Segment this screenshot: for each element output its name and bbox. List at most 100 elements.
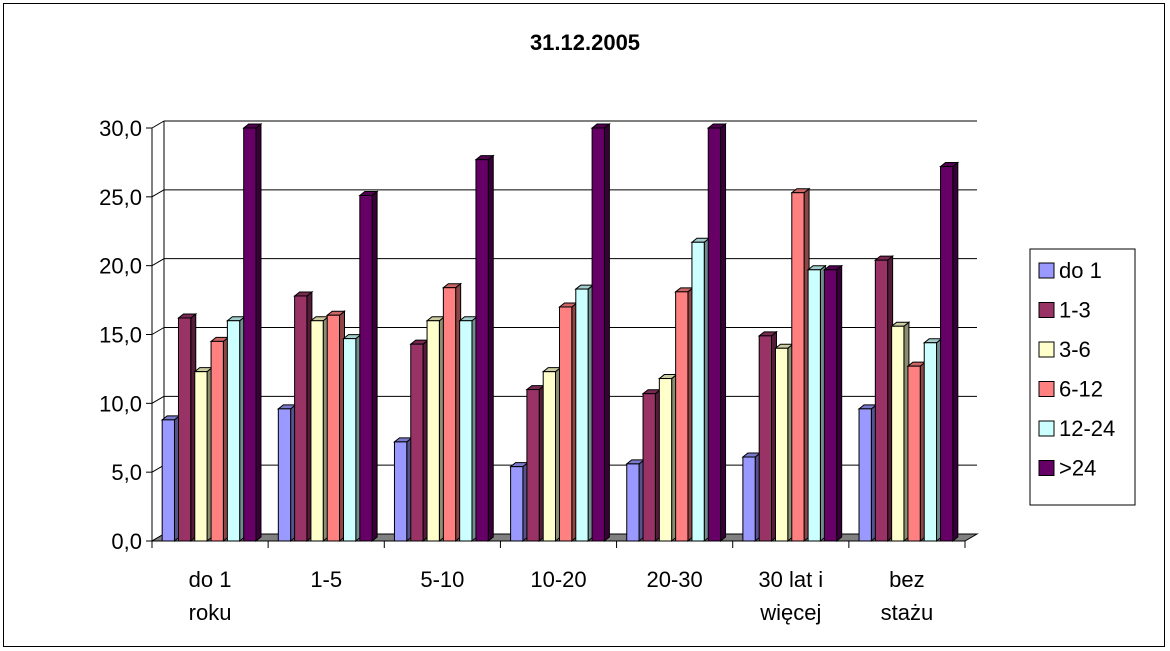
bar-6-12-3 bbox=[558, 301, 579, 543]
bar->24-1 bbox=[358, 190, 379, 543]
legend-label: 12-24 bbox=[1059, 416, 1115, 441]
bar bbox=[874, 259, 889, 542]
bar bbox=[707, 127, 722, 542]
bar bbox=[210, 340, 224, 542]
bar bbox=[510, 466, 524, 542]
bar bbox=[526, 389, 540, 542]
bar bbox=[923, 342, 938, 542]
legend-swatch bbox=[1038, 381, 1055, 397]
bar-1-3-0 bbox=[177, 312, 198, 543]
bar bbox=[475, 159, 489, 542]
bar-12-24-4 bbox=[690, 237, 711, 543]
legend-swatch bbox=[1038, 341, 1055, 358]
bar bbox=[459, 320, 473, 542]
bar->24-0 bbox=[242, 122, 263, 543]
bar bbox=[858, 408, 872, 542]
legend-label: 6-12 bbox=[1059, 377, 1103, 402]
bar bbox=[807, 269, 821, 542]
legend-swatch bbox=[1038, 302, 1055, 318]
bar-side bbox=[836, 264, 843, 543]
bar bbox=[177, 317, 192, 542]
bar bbox=[359, 194, 373, 542]
gridline-diagonal bbox=[151, 120, 165, 129]
bar-3-6-3 bbox=[541, 366, 562, 543]
bar-1-3-1 bbox=[293, 290, 314, 543]
bar-side bbox=[952, 161, 959, 543]
bar-side bbox=[371, 190, 378, 543]
bar bbox=[591, 127, 605, 542]
bar bbox=[642, 393, 656, 542]
x-tick-label: roku bbox=[189, 600, 232, 625]
x-tick-label: stażu bbox=[881, 600, 934, 625]
bar bbox=[791, 192, 805, 542]
gridline-diagonal bbox=[151, 327, 165, 335]
x-tick-label: więcej bbox=[759, 600, 821, 625]
bar-12-24-3 bbox=[574, 284, 595, 543]
y-tick-label: 15,0 bbox=[99, 323, 142, 348]
bar-1-3-5 bbox=[757, 330, 778, 543]
bar-3-6-1 bbox=[309, 315, 330, 543]
y-tick-label: 5,0 bbox=[111, 460, 142, 485]
y-tick-label: 10,0 bbox=[99, 391, 142, 416]
bar-side bbox=[603, 122, 610, 543]
bar bbox=[410, 343, 424, 542]
bar-1-3-6 bbox=[873, 255, 895, 543]
bar-do 1-3 bbox=[509, 461, 530, 543]
bar bbox=[626, 463, 640, 542]
bar bbox=[243, 127, 257, 542]
bar bbox=[442, 287, 457, 542]
bar bbox=[226, 320, 241, 542]
bar bbox=[774, 347, 789, 542]
x-tick-label: 20-30 bbox=[647, 567, 703, 592]
bar-do 1-5 bbox=[741, 451, 762, 543]
bar-6-12-5 bbox=[790, 187, 811, 543]
bar-3-6-6 bbox=[890, 321, 911, 543]
bar-3-6-2 bbox=[425, 315, 446, 543]
bar->24-6 bbox=[939, 161, 960, 543]
y-tick-label: 25,0 bbox=[99, 185, 142, 210]
bar-6-12-6 bbox=[906, 361, 927, 543]
bar bbox=[310, 320, 324, 542]
bar bbox=[658, 378, 673, 542]
bar bbox=[294, 295, 308, 542]
bar-1-3-4 bbox=[641, 388, 662, 543]
bar-3-6-5 bbox=[774, 343, 795, 543]
bar->24-4 bbox=[706, 122, 727, 543]
bar bbox=[326, 314, 341, 542]
bar bbox=[907, 365, 921, 542]
bar bbox=[542, 371, 557, 542]
legend-label: >24 bbox=[1059, 456, 1096, 481]
x-tick-label: do 1 bbox=[189, 567, 232, 592]
y-tick-label: 0,0 bbox=[111, 529, 142, 554]
bar-12-24-1 bbox=[342, 333, 363, 543]
bar-3-6-4 bbox=[657, 373, 679, 543]
bar-6-12-2 bbox=[441, 282, 463, 543]
bar-1-3-2 bbox=[409, 339, 430, 543]
bar bbox=[823, 269, 838, 542]
chart-title: 31.12.2005 bbox=[530, 30, 640, 55]
legend-label: 1-3 bbox=[1059, 298, 1091, 323]
bar-side bbox=[720, 122, 727, 543]
legend-swatch bbox=[1038, 262, 1055, 279]
gridline-diagonal bbox=[151, 258, 165, 267]
bar bbox=[758, 335, 772, 542]
x-tick-label: bez bbox=[889, 567, 924, 592]
legend-swatch bbox=[1038, 420, 1055, 437]
bar->24-3 bbox=[590, 122, 611, 543]
bar-do 1-1 bbox=[276, 403, 298, 543]
bar-6-12-0 bbox=[209, 336, 230, 543]
y-tick-label: 20,0 bbox=[99, 254, 142, 279]
x-tick-label: 10-20 bbox=[530, 567, 586, 592]
bar->24-2 bbox=[474, 154, 495, 543]
bar bbox=[161, 419, 175, 542]
bar-6-12-4 bbox=[674, 286, 695, 543]
x-tick-label: 30 lat i bbox=[758, 567, 823, 592]
x-tick-label: 1-5 bbox=[310, 567, 342, 592]
bar bbox=[194, 371, 208, 542]
bar bbox=[559, 306, 573, 542]
y-tick-label: 30,0 bbox=[99, 116, 142, 141]
bar-1-3-3 bbox=[525, 384, 546, 543]
bar-side bbox=[255, 122, 262, 543]
gridline-diagonal bbox=[151, 395, 165, 404]
